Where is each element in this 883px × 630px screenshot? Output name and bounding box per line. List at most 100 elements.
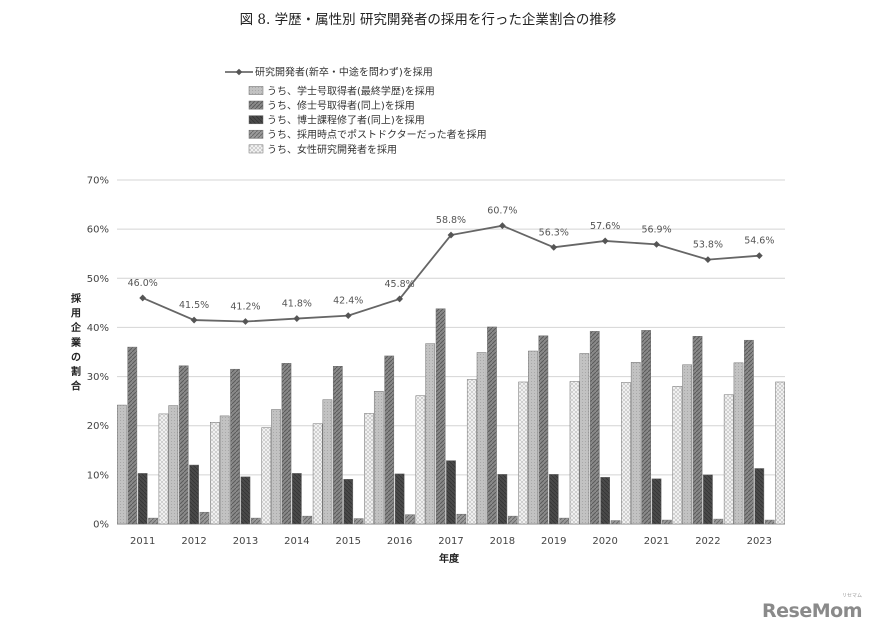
bar-women-2017 — [466, 379, 477, 525]
bar-postdoc-2013 — [251, 517, 261, 525]
data-label-2019: 56.3% — [539, 227, 569, 238]
line-point-2021 — [653, 240, 660, 248]
line-point-2016 — [396, 295, 404, 303]
bar-women-2019 — [569, 381, 580, 525]
bar-master-2011 — [127, 346, 138, 525]
bar-doctor-2019 — [548, 474, 559, 525]
line-point-2012 — [190, 316, 198, 324]
bar-master-2015 — [332, 366, 343, 525]
line-point-2023 — [755, 252, 763, 260]
legend-swatch-women — [248, 144, 264, 154]
bar-postdoc-2015 — [353, 518, 364, 525]
x-tick-label: 2016 — [387, 536, 412, 547]
bar-doctor-2020 — [600, 477, 610, 525]
chart-title: 図 8. 学歴・属性別 研究開発者の採用を行った企業割合の推移 — [240, 11, 617, 28]
line-point-2022 — [704, 256, 712, 264]
y-tick-label: 60% — [87, 225, 109, 236]
bar-doctor-2023 — [754, 468, 765, 525]
y-tick-label: 10% — [87, 470, 109, 481]
bar-women-2016 — [415, 395, 426, 525]
bar-doctor-2022 — [703, 474, 713, 525]
bar-master-2019 — [538, 335, 549, 525]
x-tick-label: 2012 — [181, 536, 206, 547]
brand-text: ReseMom — [762, 600, 862, 622]
y-tick-label: 0% — [93, 520, 109, 531]
bar-doctor-2013 — [240, 476, 251, 525]
data-label-2012: 41.5% — [179, 300, 209, 311]
bar-doctor-2021 — [651, 478, 662, 525]
bar-bachelor-2018 — [476, 352, 487, 525]
bar-women-2012 — [210, 422, 220, 525]
bar-women-2022 — [723, 394, 734, 525]
bar-postdoc-2017 — [456, 513, 467, 525]
x-tick-label: 2015 — [336, 536, 361, 547]
data-label-2021: 56.9% — [641, 224, 671, 235]
x-axis-ticks: 2011 2012 2013 2014 2015 2016 2017 2018 2019 2020… — [130, 536, 772, 547]
bar-doctor-2014 — [292, 473, 302, 525]
bar-women-2018 — [518, 381, 529, 525]
data-label-2022: 53.8% — [693, 240, 723, 251]
legend-label-doctor: うち、博士課程修了者(同上)を採用 — [267, 114, 425, 127]
legend-swatch-postdoc — [248, 129, 264, 139]
data-label-2020: 57.6% — [590, 221, 620, 232]
brand-ruby: リセマム — [842, 593, 862, 599]
bar-postdoc-2020 — [610, 520, 621, 525]
bar-bachelor-2012 — [168, 405, 179, 525]
bar-master-2014 — [281, 363, 292, 525]
bar-master-2022 — [692, 336, 703, 525]
x-tick-label: 2020 — [592, 536, 617, 547]
x-tick-label: 2021 — [644, 536, 669, 547]
line-point-2017 — [447, 231, 455, 239]
brand-logo: リセマム ReseMom — [762, 593, 862, 622]
bar-postdoc-2023 — [764, 519, 775, 525]
bar-master-2017 — [435, 308, 446, 525]
bar-postdoc-2014 — [302, 515, 313, 525]
y-tick-label: 50% — [87, 274, 109, 285]
data-label-2017: 58.8% — [436, 215, 466, 226]
legend-label-line: 研究開発者(新卒・中途を問わず)を採用 — [255, 66, 433, 79]
bar-postdoc-2011 — [148, 517, 158, 525]
x-tick-label: 2017 — [438, 536, 463, 547]
bar-master-2023 — [744, 339, 754, 525]
bars — [117, 308, 785, 525]
x-tick-label: 2013 — [233, 536, 258, 547]
bar-doctor-2018 — [497, 474, 508, 525]
legend-swatch-bachelor — [248, 86, 264, 95]
bar-master-2018 — [487, 326, 497, 525]
legend: 研究開発者(新卒・中途を問わず)を採用うち、学士号取得者(最終学歴)を採用うち、… — [225, 66, 487, 156]
bar-women-2013 — [261, 427, 272, 525]
bar-women-2014 — [312, 423, 323, 525]
bar-master-2021 — [641, 330, 651, 525]
bar-bachelor-2022 — [682, 364, 692, 525]
bar-doctor-2011 — [137, 473, 148, 525]
data-label-2013: 41.2% — [230, 302, 260, 313]
legend-line-marker — [235, 68, 243, 76]
line-point-2013 — [242, 318, 249, 325]
line-point-2014 — [293, 315, 301, 322]
bar-bachelor-2017 — [425, 343, 436, 525]
bar-doctor-2017 — [446, 460, 456, 525]
y-axis-ticks: 0% 10% 20% 30% 40% 50% 60% 70% — [87, 176, 109, 531]
x-tick-label: 2023 — [747, 536, 772, 547]
bar-women-2015 — [364, 413, 374, 525]
bar-doctor-2015 — [343, 479, 354, 525]
bar-bachelor-2016 — [373, 391, 384, 525]
legend-swatch-doctor — [248, 115, 264, 125]
bar-doctor-2012 — [189, 464, 199, 525]
bar-bachelor-2015 — [322, 399, 333, 525]
x-tick-label: 2014 — [284, 536, 309, 547]
x-tick-label: 2022 — [695, 536, 720, 547]
bar-bachelor-2020 — [579, 353, 590, 525]
bar-bachelor-2021 — [630, 362, 641, 525]
bar-bachelor-2014 — [271, 409, 281, 525]
legend-label-bachelor: うち、学士号取得者(最終学歴)を採用 — [267, 84, 435, 97]
legend-label-master: うち、修士号取得者(同上)を採用 — [267, 99, 415, 112]
bar-doctor-2016 — [394, 473, 405, 525]
legend-swatch-master — [248, 100, 264, 110]
bar-women-2021 — [672, 386, 683, 525]
data-label-2018: 60.7% — [487, 206, 517, 217]
bar-postdoc-2022 — [713, 518, 724, 525]
bar-postdoc-2012 — [199, 511, 210, 525]
bar-bachelor-2019 — [528, 350, 538, 525]
